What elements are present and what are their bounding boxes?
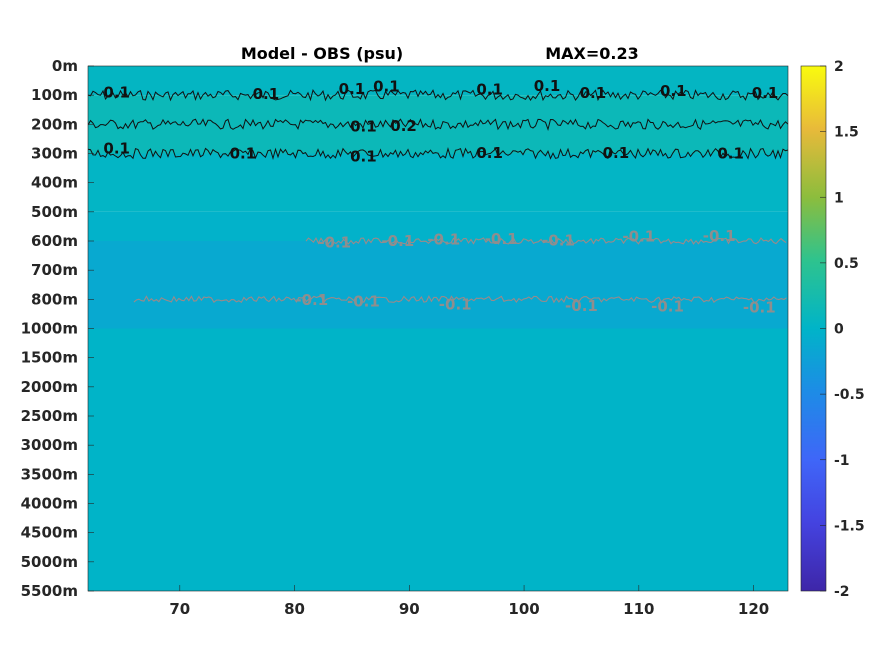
field-band-5	[88, 328, 788, 591]
contour-label-21: -0.1	[542, 231, 575, 249]
contour-line-0	[88, 89, 788, 102]
contour-line-4	[133, 295, 787, 304]
contour-labels: 0.1 0.1 0.1 0.1 0.1 0.1 0.1 0.1 0.1 0.1 0.2 0.1 0.1 0…	[103, 77, 778, 317]
y-tick-label: 4000m	[21, 495, 78, 513]
salinity-difference-field	[88, 66, 788, 591]
contour-label-8: 0.1	[752, 84, 779, 102]
chart-title: Model - OBS (psu)	[241, 44, 403, 63]
colorbar-tick-label: 1	[834, 190, 844, 206]
y-tick-label: 2500m	[21, 407, 78, 425]
contour-label-2: 0.1	[339, 80, 366, 98]
contour-label-1: 0.1	[253, 85, 280, 103]
x-tick-label: 80	[284, 600, 305, 618]
y-axis: 0m 100m 200m 300m 400m 500m 600m 700m 800m 1000m 1…	[21, 57, 94, 600]
contour-lines	[88, 89, 788, 304]
field-band-2	[88, 153, 788, 212]
x-tick-label: 100	[508, 600, 539, 618]
contour-line-3	[305, 236, 787, 245]
contour-label-16: 0.1	[717, 145, 744, 163]
colorbar-tick-label: -2	[834, 584, 850, 600]
x-tick-label: 90	[399, 600, 420, 618]
colorbar-tick-label: 0	[834, 322, 844, 338]
y-tick-label: 200m	[31, 115, 78, 133]
x-tick-label: 110	[623, 600, 654, 618]
field-band-4	[88, 241, 788, 329]
contour-label-20: -0.1	[485, 230, 518, 248]
contour-label-0: 0.1	[103, 83, 130, 101]
contour-label-22: -0.1	[622, 228, 655, 246]
x-tick-label: 120	[738, 600, 769, 618]
contour-label-14: 0.1	[476, 144, 503, 162]
contour-label-9: 0.1	[350, 118, 377, 136]
field-band-1	[88, 95, 788, 154]
contour-label-19: -0.1	[427, 231, 460, 249]
y-tick-label: 1500m	[21, 349, 78, 367]
x-tick-label: 70	[169, 600, 190, 618]
field-band-0	[88, 66, 788, 96]
colorbar-tick-label: -1	[834, 453, 850, 469]
contour-label-4: 0.1	[476, 80, 503, 98]
contour-label-3: 0.1	[373, 77, 400, 95]
contour-label-5: 0.1	[534, 77, 561, 95]
contour-line-2	[88, 147, 788, 160]
y-tick-label: 3500m	[21, 465, 78, 483]
y-tick-label: 300m	[31, 145, 78, 163]
y-tick-label: 100m	[31, 86, 78, 104]
contour-label-26: -0.1	[439, 295, 472, 313]
contour-label-10: 0.2	[390, 117, 417, 135]
y-tick-label: 5000m	[21, 553, 78, 571]
y-tick-label: 800m	[31, 290, 78, 308]
max-label: MAX=0.23	[545, 44, 639, 63]
colorbar-tick-label: -0.5	[834, 387, 865, 403]
contour-line-1	[88, 118, 788, 132]
contour-label-11: 0.1	[103, 140, 130, 158]
y-tick-label: 1000m	[21, 320, 78, 338]
y-tick-label: 3000m	[21, 436, 78, 454]
colorbar-tick-label: -1.5	[834, 518, 865, 534]
field-band-3	[88, 211, 788, 241]
contour-label-28: -0.1	[651, 298, 684, 316]
contour-label-17: -0.1	[318, 233, 351, 251]
y-tick-label: 4500m	[21, 524, 78, 542]
colorbar-axis: 2 1.5 1 0.5 0 -0.5 -1 -1.5 -2	[820, 59, 865, 600]
y-tick-label: 400m	[31, 174, 78, 192]
y-tick-label: 2000m	[21, 378, 78, 396]
colorbar-tick-label: 1.5	[834, 125, 859, 141]
y-tick-label: 0m	[52, 57, 78, 75]
contour-label-29: -0.1	[743, 298, 776, 316]
y-tick-label: 700m	[31, 261, 78, 279]
colorbar-tick-label: 0.5	[834, 256, 859, 272]
contour-label-6: 0.1	[580, 84, 607, 102]
x-axis: 70 80 90 100 110 120	[169, 585, 769, 618]
y-tick-label: 5500m	[21, 582, 78, 600]
colorbar-tick-label: 2	[834, 59, 844, 75]
contour-label-13: 0.1	[350, 147, 377, 165]
contour-label-25: -0.1	[347, 293, 380, 311]
contour-label-18: -0.1	[381, 232, 414, 250]
y-tick-label: 600m	[31, 232, 78, 250]
contour-label-24: -0.1	[295, 291, 328, 309]
contour-label-7: 0.1	[660, 82, 687, 100]
contour-label-27: -0.1	[565, 297, 598, 315]
y-tick-label: 500m	[31, 203, 78, 221]
contour-label-15: 0.1	[603, 144, 630, 162]
contour-label-12: 0.1	[230, 145, 257, 163]
contour-label-23: -0.1	[703, 227, 736, 245]
